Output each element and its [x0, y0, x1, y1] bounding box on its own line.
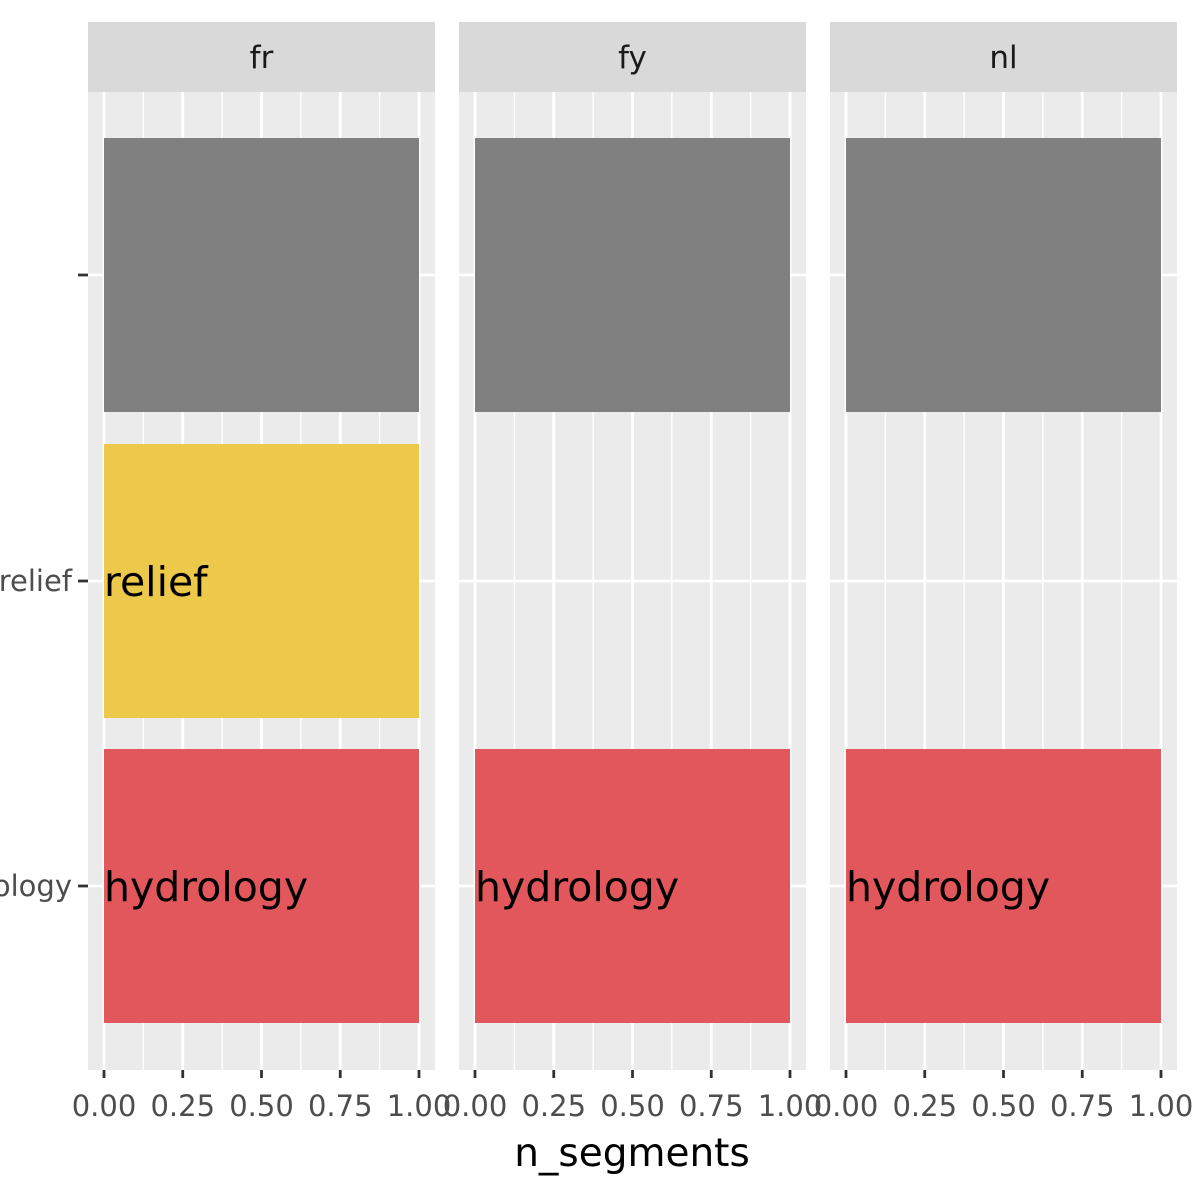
x-tick-label: 0.00 — [443, 1089, 508, 1123]
bar-label: relief — [104, 558, 209, 606]
x-tick-label: 0.00 — [814, 1089, 879, 1123]
x-tick-label: 0.75 — [308, 1089, 373, 1123]
bar — [475, 749, 790, 1023]
x-tick-label: 0.25 — [150, 1089, 215, 1123]
facet-panel-fy: fy hydrology 0.00 0.25 0.50 0.75 1.00 — [443, 22, 823, 1123]
facet-strip-label: fy — [618, 40, 647, 76]
bar — [846, 138, 1161, 412]
x-tick-label: 0.25 — [521, 1089, 586, 1123]
bar — [104, 138, 419, 412]
x-tick-label: 0.75 — [679, 1089, 744, 1123]
x-tick-label: 0.50 — [971, 1089, 1036, 1123]
x-tick-label: 0.50 — [600, 1089, 665, 1123]
facet-panel-nl: nl hydrology 0.00 0.25 0.50 0.75 1.00 — [814, 22, 1194, 1123]
bar — [475, 138, 790, 412]
facet-strip-label: fr — [250, 40, 274, 76]
x-tick-label: 0.75 — [1050, 1089, 1115, 1123]
y-tick-label: hydrology — [0, 869, 72, 903]
x-tick-label: 0.00 — [72, 1089, 137, 1123]
x-tick-label: 1.00 — [1129, 1089, 1194, 1123]
bar — [104, 749, 419, 1023]
x-tick-label: 1.00 — [387, 1089, 452, 1123]
y-tick-label: relief — [0, 564, 73, 598]
panels: fr relief hydrology 0.00 0.25 0.50 0.75 1.00 fy h… — [72, 22, 1194, 1123]
x-tick-label: 0.50 — [229, 1089, 294, 1123]
bar-label: hydrology — [104, 863, 308, 911]
facet-strip — [459, 22, 806, 92]
bar — [846, 749, 1161, 1023]
x-tick-label: 1.00 — [758, 1089, 823, 1123]
x-axis-title: n_segments — [514, 1131, 750, 1176]
bar — [104, 444, 419, 718]
bar-label: hydrology — [846, 863, 1050, 911]
bar-label: hydrology — [475, 863, 679, 911]
facet-strip-label: nl — [989, 40, 1017, 76]
facet-panel-fr: fr relief hydrology 0.00 0.25 0.50 0.75 1.00 — [72, 22, 452, 1123]
y-axis: relief hydrology — [0, 273, 88, 903]
x-tick-label: 0.25 — [892, 1089, 957, 1123]
facet-strip — [88, 22, 435, 92]
facet-strip — [830, 22, 1177, 92]
